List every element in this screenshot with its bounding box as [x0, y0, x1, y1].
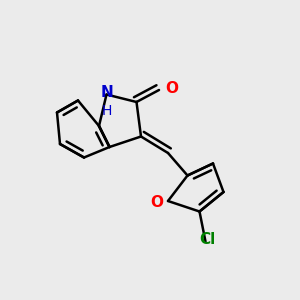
Text: O: O [165, 81, 178, 96]
Text: H: H [102, 104, 112, 118]
Text: N: N [100, 85, 113, 100]
Text: O: O [150, 195, 163, 210]
Text: Cl: Cl [199, 232, 215, 247]
